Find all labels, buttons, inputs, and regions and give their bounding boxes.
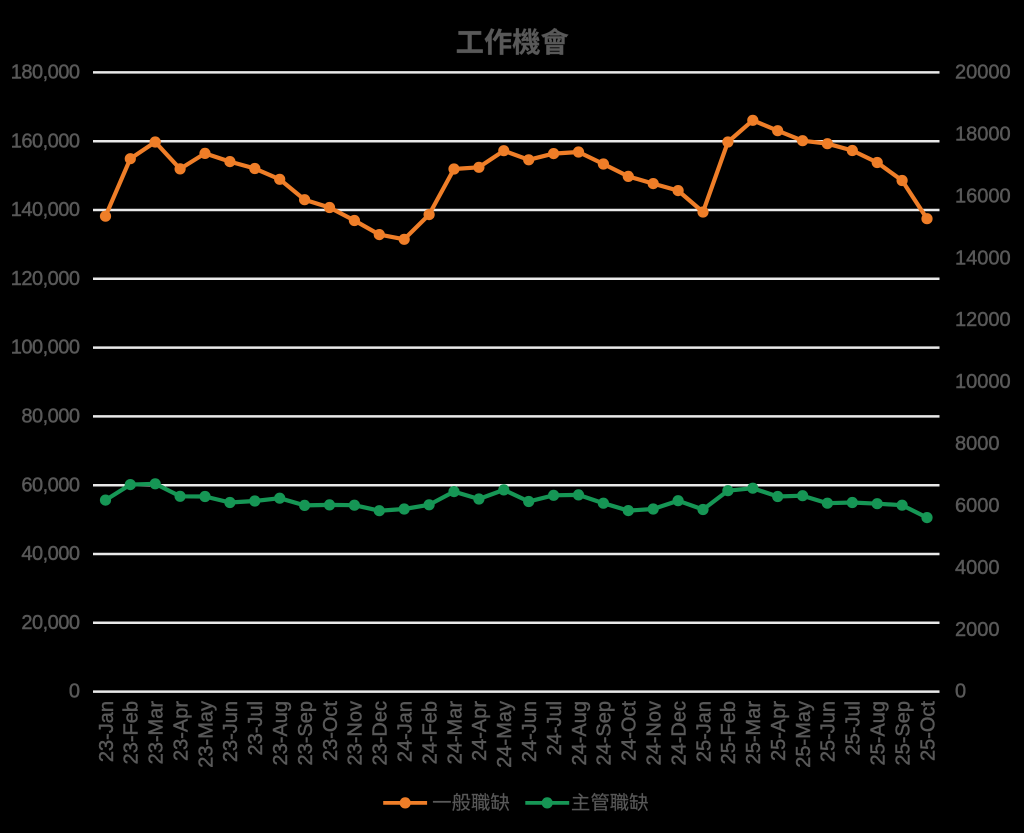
svg-text:23-Jan: 23-Jan	[96, 701, 118, 762]
svg-text:160,000: 160,000	[11, 130, 80, 152]
svg-text:100,000: 100,000	[11, 337, 80, 359]
svg-text:25-Feb: 25-Feb	[718, 701, 740, 764]
svg-text:25-Jan: 25-Jan	[693, 701, 715, 762]
svg-text:23-May: 23-May	[195, 701, 217, 768]
svg-text:24-Nov: 24-Nov	[644, 701, 666, 765]
svg-text:20,000: 20,000	[21, 612, 80, 634]
svg-text:23-Jun: 23-Jun	[220, 701, 242, 762]
svg-text:8000: 8000	[955, 433, 1000, 455]
svg-text:23-Sep: 23-Sep	[295, 701, 317, 766]
svg-text:2000: 2000	[955, 619, 1000, 641]
svg-text:24-Jul: 24-Jul	[544, 701, 566, 755]
svg-text:0: 0	[955, 681, 966, 703]
svg-text:23-Aug: 23-Aug	[270, 701, 292, 766]
svg-text:24-Jan: 24-Jan	[395, 701, 417, 762]
svg-text:25-Jun: 25-Jun	[818, 701, 840, 762]
svg-text:23-Feb: 23-Feb	[121, 701, 143, 764]
svg-text:24-Sep: 24-Sep	[594, 701, 616, 766]
svg-text:23-Jul: 23-Jul	[245, 701, 267, 755]
svg-text:25-Jul: 25-Jul	[843, 701, 865, 755]
svg-text:23-Mar: 23-Mar	[146, 701, 168, 765]
svg-text:23-Nov: 23-Nov	[345, 701, 367, 765]
svg-text:25-Oct: 25-Oct	[917, 701, 939, 761]
svg-text:24-Mar: 24-Mar	[444, 701, 466, 765]
svg-text:24-Dec: 24-Dec	[668, 701, 690, 765]
svg-text:24-Oct: 24-Oct	[619, 701, 641, 761]
svg-text:23-Apr: 23-Apr	[170, 701, 192, 761]
svg-text:24-Apr: 24-Apr	[469, 701, 491, 761]
svg-text:14000: 14000	[955, 247, 1011, 269]
svg-text:10000: 10000	[955, 371, 1011, 393]
svg-text:23-Dec: 23-Dec	[370, 701, 392, 765]
svg-text:4000: 4000	[955, 557, 1000, 579]
svg-text:24-Feb: 24-Feb	[419, 701, 441, 764]
svg-text:140,000: 140,000	[11, 199, 80, 221]
svg-text:40,000: 40,000	[21, 543, 80, 565]
svg-text:20000: 20000	[955, 62, 1011, 84]
svg-text:180,000: 180,000	[11, 62, 80, 84]
svg-text:25-May: 25-May	[793, 701, 815, 768]
svg-text:0: 0	[69, 681, 80, 703]
svg-text:6000: 6000	[955, 495, 1000, 517]
svg-text:24-Jun: 24-Jun	[519, 701, 541, 762]
svg-text:24-Aug: 24-Aug	[569, 701, 591, 766]
svg-text:80,000: 80,000	[21, 406, 80, 428]
svg-text:25-Sep: 25-Sep	[892, 701, 914, 766]
svg-text:25-Mar: 25-Mar	[743, 701, 765, 765]
svg-text:12000: 12000	[955, 309, 1011, 331]
svg-text:25-Apr: 25-Apr	[768, 701, 790, 761]
svg-text:120,000: 120,000	[11, 268, 80, 290]
svg-text:24-May: 24-May	[494, 701, 516, 768]
svg-text:23-Oct: 23-Oct	[320, 701, 342, 761]
svg-text:16000: 16000	[955, 185, 1011, 207]
svg-text:60,000: 60,000	[21, 474, 80, 496]
svg-text:25-Aug: 25-Aug	[868, 701, 890, 766]
svg-text:18000: 18000	[955, 123, 1011, 145]
